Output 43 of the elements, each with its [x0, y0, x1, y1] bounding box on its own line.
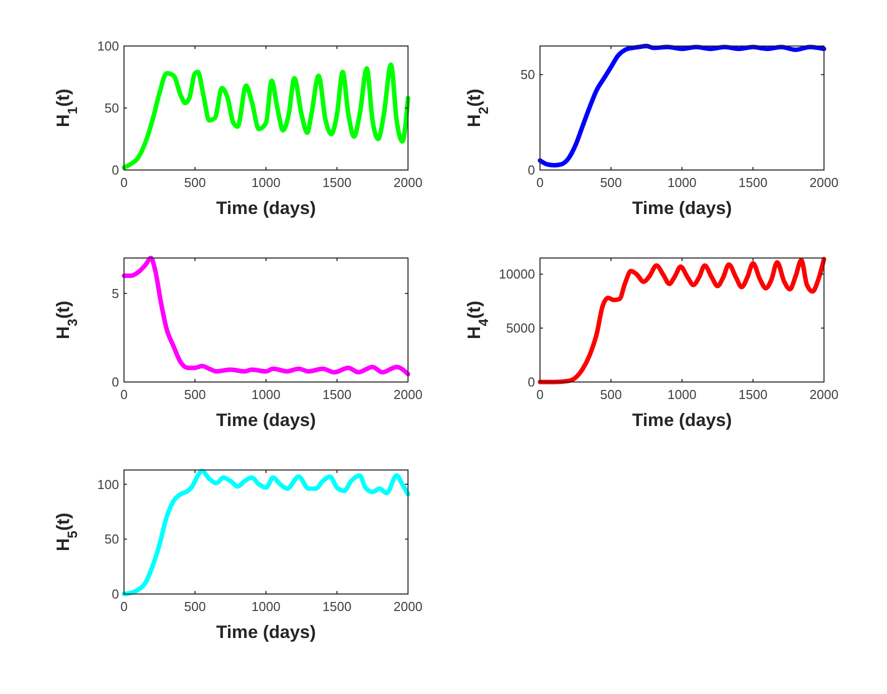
y-tick-label: 5 — [112, 286, 119, 301]
y-tick-label: 0 — [528, 374, 535, 390]
x-tick-label: 1000 — [252, 175, 280, 190]
x-tick-label: 1500 — [322, 387, 352, 402]
line-series — [538, 256, 826, 384]
y-tick-label: 50 — [104, 100, 119, 116]
x-tick-label: 1500 — [738, 387, 768, 402]
x-tick-label: 2000 — [810, 175, 838, 190]
x-tick-label: 500 — [184, 387, 206, 402]
x-tick-label: 2000 — [394, 387, 422, 402]
y-tick-label: 0 — [528, 162, 535, 178]
x-tick-label: 1000 — [252, 387, 280, 402]
x-tick-label: 500 — [600, 175, 622, 190]
x-tick-label: 1000 — [252, 599, 280, 614]
x-axis-title: Time (days) — [216, 410, 316, 430]
y-tick-label: 100 — [97, 38, 119, 54]
x-axis-title: Time (days) — [216, 622, 316, 642]
y-tick-label: 0 — [112, 374, 119, 390]
x-tick-label: 500 — [600, 387, 622, 402]
x-tick-label: 1000 — [668, 387, 696, 402]
x-tick-label: 2000 — [810, 387, 838, 402]
y-tick-label: 50 — [104, 532, 119, 547]
y-tick-label: 10000 — [498, 266, 535, 282]
x-axis-title: Time (days) — [632, 410, 732, 430]
x-axis-title: Time (days) — [216, 198, 316, 218]
y-tick-label: 0 — [112, 586, 119, 602]
y-tick-label: 50 — [520, 67, 535, 82]
line-series — [122, 468, 410, 596]
x-tick-label: 1500 — [322, 175, 352, 190]
x-tick-label: 500 — [184, 175, 206, 190]
x-tick-label: 500 — [184, 599, 206, 614]
line-series — [122, 62, 410, 170]
x-tick-label: 2000 — [394, 599, 422, 614]
y-tick-label: 5000 — [506, 320, 535, 336]
x-axis-title: Time (days) — [632, 198, 732, 218]
x-tick-label: 1500 — [322, 599, 352, 614]
x-tick-label: 2000 — [394, 175, 422, 190]
line-series — [538, 44, 826, 168]
x-tick-label: 1000 — [668, 175, 696, 190]
x-tick-label: 1500 — [738, 175, 768, 190]
line-series — [122, 256, 410, 376]
y-tick-label: 100 — [97, 476, 119, 492]
y-tick-label: 0 — [112, 162, 119, 178]
